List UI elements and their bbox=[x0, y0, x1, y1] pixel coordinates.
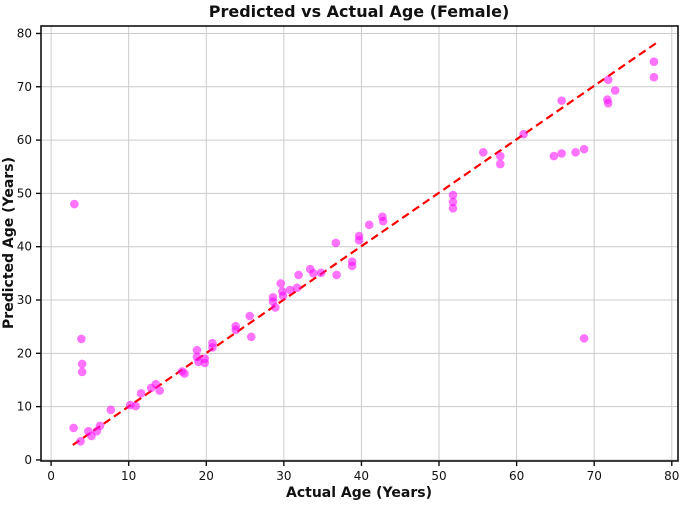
data-point bbox=[354, 236, 364, 245]
data-point bbox=[285, 285, 295, 295]
y-axis-label: Predicted Age (Years) bbox=[1, 157, 17, 329]
data-point bbox=[309, 269, 318, 278]
data-point bbox=[276, 279, 286, 288]
data-point bbox=[448, 197, 458, 207]
data-point bbox=[649, 72, 659, 82]
data-point bbox=[347, 261, 357, 271]
x-tick-label: 10 bbox=[121, 469, 136, 483]
axis-ticks bbox=[36, 32, 673, 466]
identity-line bbox=[72, 41, 659, 446]
y-tick-label: 70 bbox=[17, 80, 32, 94]
x-axis-label: Actual Age (Years) bbox=[286, 485, 432, 501]
data-point bbox=[496, 159, 505, 169]
y-tick-label: 20 bbox=[17, 346, 32, 360]
y-tick-label: 0 bbox=[24, 453, 32, 467]
plot-border bbox=[40, 25, 679, 462]
data-point bbox=[180, 369, 189, 378]
data-point bbox=[278, 291, 288, 301]
data-point bbox=[76, 436, 85, 446]
data-point bbox=[231, 325, 241, 335]
data-point bbox=[70, 199, 79, 209]
x-tick-label: 20 bbox=[199, 469, 214, 483]
x-tick-label: 50 bbox=[431, 469, 446, 483]
chart-title: Predicted vs Actual Age (Female) bbox=[209, 2, 510, 21]
data-point bbox=[246, 332, 256, 342]
data-point bbox=[557, 149, 566, 158]
data-point bbox=[603, 98, 613, 108]
data-point bbox=[77, 359, 87, 369]
data-point bbox=[448, 204, 458, 213]
data-point bbox=[496, 151, 505, 161]
data-point bbox=[271, 303, 280, 312]
data-point bbox=[245, 311, 255, 321]
data-point bbox=[316, 268, 326, 278]
data-point bbox=[77, 367, 87, 377]
data-point bbox=[649, 57, 659, 67]
y-tick-label: 40 bbox=[17, 240, 32, 254]
data-point bbox=[579, 144, 589, 154]
data-point bbox=[378, 216, 388, 226]
data-point bbox=[610, 86, 620, 95]
data-point bbox=[200, 358, 210, 368]
data-point bbox=[155, 386, 165, 395]
y-tick-label: 80 bbox=[17, 26, 32, 40]
data-point bbox=[151, 379, 161, 389]
data-point bbox=[136, 388, 146, 398]
data-point bbox=[579, 334, 589, 343]
y-tick-label: 60 bbox=[17, 133, 32, 147]
x-tick-label: 30 bbox=[276, 469, 291, 483]
grid-lines bbox=[41, 26, 678, 461]
scatter-points bbox=[69, 57, 659, 446]
y-tick-label: 50 bbox=[17, 186, 32, 200]
data-point bbox=[478, 148, 488, 157]
data-point bbox=[292, 283, 302, 293]
data-point bbox=[448, 190, 458, 200]
data-point bbox=[294, 270, 303, 280]
data-point bbox=[106, 405, 116, 415]
data-point bbox=[519, 129, 528, 139]
data-point bbox=[95, 421, 105, 431]
data-point bbox=[69, 423, 78, 433]
data-point bbox=[77, 334, 86, 344]
data-point bbox=[208, 343, 217, 352]
data-point bbox=[549, 151, 559, 161]
data-point bbox=[131, 401, 140, 411]
x-tick-label: 60 bbox=[509, 469, 524, 483]
identity-line-layer bbox=[72, 41, 659, 446]
data-point bbox=[364, 220, 374, 230]
x-tick-label: 0 bbox=[47, 469, 55, 483]
data-point bbox=[603, 75, 613, 85]
x-tick-label: 80 bbox=[664, 469, 679, 483]
data-point bbox=[332, 270, 341, 280]
y-tick-label: 10 bbox=[17, 400, 32, 414]
y-tick-label: 30 bbox=[17, 293, 32, 307]
data-point bbox=[192, 345, 202, 355]
data-point bbox=[557, 96, 566, 105]
x-tick-label: 70 bbox=[587, 469, 602, 483]
data-point bbox=[331, 238, 341, 248]
tick-labels: 0 10 20 30 40 50 60 70 80 0 10 20 30 40 50 60 70 80 bbox=[17, 26, 680, 483]
data-point bbox=[571, 148, 580, 157]
x-tick-label: 40 bbox=[354, 469, 369, 483]
